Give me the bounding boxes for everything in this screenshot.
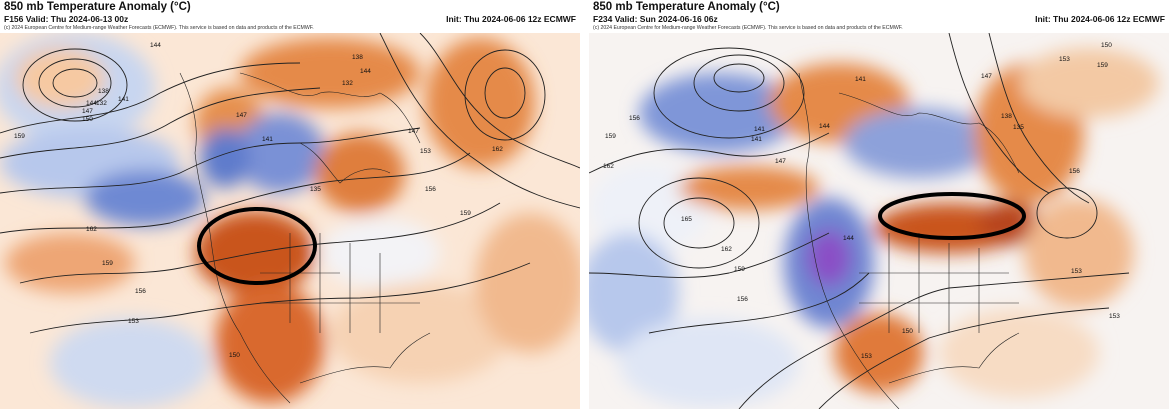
contour-label: 162 [721, 246, 732, 253]
contour-label: 150 [902, 328, 913, 335]
contour-label: 144 [843, 235, 854, 242]
contour-label: 135 [310, 186, 321, 193]
contour-label: 147 [775, 158, 786, 165]
contour-label: 138 [352, 54, 363, 61]
anomaly-map: 144 138 132 144 141 147 150 159 162 159 … [0, 33, 580, 409]
contour-label: 138 [1001, 113, 1012, 120]
anomaly-map: 150 153 156 159 162 165 162 159 156 141 … [589, 33, 1169, 409]
contour-label: 156 [629, 115, 640, 122]
contour-label: 165 [681, 216, 692, 223]
geopotential-contours [589, 33, 1130, 409]
contour-label: 150 [1101, 42, 1112, 49]
contour-label: 156 [737, 296, 748, 303]
contour-label: 150 [229, 352, 240, 359]
contour-label: 153 [861, 353, 872, 360]
contour-labels: 150 153 156 159 162 165 162 159 156 141 … [603, 42, 1120, 360]
contour-label: 162 [492, 146, 503, 153]
coastlines [798, 72, 1020, 409]
init-time: Init: Thu 2024-06-06 12z ECMWF [1035, 14, 1165, 24]
anomaly-map-graphic: 150 153 156 159 162 165 162 159 156 141 … [589, 33, 1169, 409]
panel-header: 850 mb Temperature Anomaly (°C) F156 Val… [0, 0, 580, 33]
contour-label: 147 [981, 73, 992, 80]
contour-label: 153 [420, 148, 431, 155]
contour-label: 138 [98, 88, 109, 95]
contour-label: 162 [86, 226, 97, 233]
contour-label: 159 [1097, 62, 1108, 69]
contour-label: 159 [102, 260, 113, 267]
contour-label: 153 [1109, 313, 1120, 320]
contour-label: 141 [262, 136, 273, 143]
anomaly-shading [589, 48, 1159, 408]
contour-label: 159 [460, 210, 471, 217]
panel-divider [580, 0, 589, 409]
map-title: 850 mb Temperature Anomaly (°C) [4, 1, 191, 13]
contour-label: 147 [408, 128, 419, 135]
map-title: 850 mb Temperature Anomaly (°C) [593, 1, 780, 13]
contour-label: 144 [150, 42, 161, 49]
contour-label: 144 [86, 100, 97, 107]
contour-labels: 144 138 132 144 141 147 150 159 162 159 … [14, 42, 503, 359]
contour-label: 147 [82, 108, 93, 115]
contour-label: 141 [118, 96, 129, 103]
contour-label: 144 [819, 123, 830, 130]
contour-label: 147 [236, 112, 247, 119]
contour-label: 132 [342, 80, 353, 87]
contour-label: 141 [751, 136, 762, 143]
contour-label: 141 [855, 76, 866, 83]
contour-label: 153 [128, 318, 139, 325]
contour-label: 159 [14, 133, 25, 140]
left-map-panel: 850 mb Temperature Anomaly (°C) F156 Val… [0, 0, 580, 409]
contour-label: 144 [360, 68, 371, 75]
contour-label: 156 [135, 288, 146, 295]
contour-label: 153 [1071, 268, 1082, 275]
init-time: Init: Thu 2024-06-06 12z ECMWF [446, 14, 576, 24]
anomaly-map-graphic: 144 138 132 144 141 147 150 159 162 159 … [0, 33, 580, 409]
highlight-circle [878, 192, 1026, 240]
contour-label: 135 [1013, 124, 1024, 131]
contour-label: 156 [425, 186, 436, 193]
contour-label: 156 [1069, 168, 1080, 175]
credit-line: (c) 2024 European Centre for Medium-rang… [4, 25, 314, 31]
highlight-circle [197, 207, 317, 285]
contour-label: 162 [603, 163, 614, 170]
right-map-panel: 850 mb Temperature Anomaly (°C) F234 Val… [589, 0, 1169, 409]
credit-line: (c) 2024 European Centre for Medium-rang… [593, 25, 903, 31]
contour-label: 153 [1059, 56, 1070, 63]
contour-label: 132 [96, 100, 107, 107]
contour-label: 141 [754, 126, 765, 133]
geopotential-contours [0, 33, 580, 334]
contour-label: 159 [734, 266, 745, 273]
contour-label: 150 [82, 116, 93, 123]
valid-time: F234 Valid: Sun 2024-06-16 06z [593, 14, 718, 24]
anomaly-shading [0, 33, 580, 408]
contour-label: 159 [605, 133, 616, 140]
panel-header: 850 mb Temperature Anomaly (°C) F234 Val… [589, 0, 1169, 33]
valid-time: F156 Valid: Thu 2024-06-13 00z [4, 14, 129, 24]
